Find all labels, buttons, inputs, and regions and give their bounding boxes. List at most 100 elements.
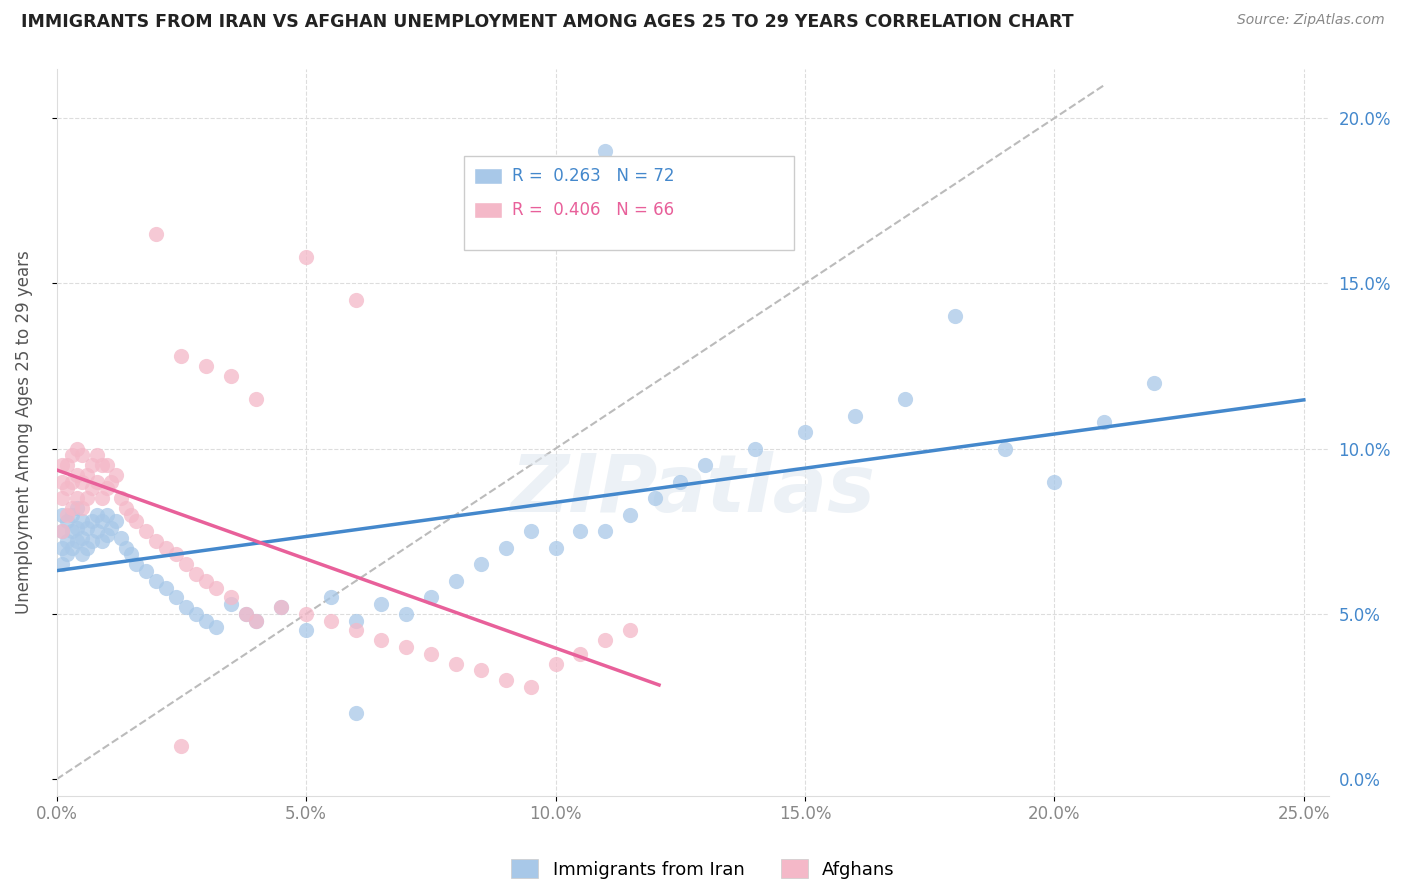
Point	[644, 491, 666, 506]
Point	[155, 541, 177, 555]
Legend: Immigrants from Iran, Afghans: Immigrants from Iran, Afghans	[512, 859, 894, 879]
Point	[55, 548, 77, 562]
Point	[205, 581, 228, 595]
Point	[51, 524, 73, 539]
Point	[110, 531, 132, 545]
Point	[55, 508, 77, 522]
Point	[96, 527, 118, 541]
Point	[205, 620, 228, 634]
Point	[100, 475, 122, 489]
Point	[76, 541, 98, 555]
Point	[145, 574, 167, 588]
Point	[495, 673, 517, 687]
Point	[595, 524, 617, 539]
Point	[245, 614, 267, 628]
Point	[186, 567, 208, 582]
Point	[219, 597, 242, 611]
Point	[794, 425, 817, 439]
Text: Source: ZipAtlas.com: Source: ZipAtlas.com	[1237, 13, 1385, 28]
Point	[235, 607, 257, 621]
Point	[76, 521, 98, 535]
Point	[595, 633, 617, 648]
Point	[1143, 376, 1166, 390]
Point	[319, 614, 342, 628]
Point	[295, 250, 318, 264]
Point	[65, 491, 87, 506]
Point	[219, 368, 242, 383]
Point	[419, 591, 441, 605]
Point	[744, 442, 766, 456]
Point	[245, 392, 267, 406]
Y-axis label: Unemployment Among Ages 25 to 29 years: Unemployment Among Ages 25 to 29 years	[15, 251, 32, 614]
Point	[115, 501, 138, 516]
Point	[544, 541, 567, 555]
Point	[695, 458, 717, 473]
Point	[943, 310, 966, 324]
Point	[125, 558, 148, 572]
Point	[70, 475, 93, 489]
Point	[60, 541, 83, 555]
Point	[569, 524, 592, 539]
Point	[295, 607, 318, 621]
Point	[65, 468, 87, 483]
Point	[544, 657, 567, 671]
Point	[844, 409, 866, 423]
Text: ZIPatlas: ZIPatlas	[510, 451, 875, 529]
Point	[344, 706, 367, 720]
Point	[55, 515, 77, 529]
Point	[135, 564, 157, 578]
Point	[55, 481, 77, 495]
Point	[495, 541, 517, 555]
Point	[100, 521, 122, 535]
Point	[96, 481, 118, 495]
Point	[70, 515, 93, 529]
Point	[80, 481, 103, 495]
Point	[519, 524, 541, 539]
Point	[90, 491, 112, 506]
Point	[195, 574, 218, 588]
Point	[96, 508, 118, 522]
Point	[65, 501, 87, 516]
Point	[60, 448, 83, 462]
Point	[145, 534, 167, 549]
Point	[170, 349, 193, 363]
Point	[993, 442, 1015, 456]
Point	[96, 458, 118, 473]
Point	[105, 468, 128, 483]
Point	[145, 227, 167, 241]
Point	[65, 521, 87, 535]
Point	[595, 144, 617, 158]
Text: R =  0.406   N = 66: R = 0.406 N = 66	[512, 202, 673, 219]
Text: IMMIGRANTS FROM IRAN VS AFGHAN UNEMPLOYMENT AMONG AGES 25 TO 29 YEARS CORRELATIO: IMMIGRANTS FROM IRAN VS AFGHAN UNEMPLOYM…	[21, 13, 1074, 31]
Point	[51, 541, 73, 555]
Point	[55, 534, 77, 549]
Point	[569, 647, 592, 661]
Point	[370, 597, 392, 611]
Point	[186, 607, 208, 621]
Point	[669, 475, 692, 489]
Point	[165, 548, 187, 562]
Point	[86, 475, 108, 489]
Point	[219, 591, 242, 605]
Point	[115, 541, 138, 555]
Point	[419, 647, 441, 661]
Point	[51, 508, 73, 522]
Point	[619, 508, 641, 522]
Point	[444, 657, 467, 671]
Point	[270, 600, 292, 615]
Point	[120, 508, 142, 522]
FancyBboxPatch shape	[464, 156, 794, 251]
Point	[51, 475, 73, 489]
Point	[60, 508, 83, 522]
Point	[155, 581, 177, 595]
Point	[176, 558, 198, 572]
Point	[80, 534, 103, 549]
Point	[125, 515, 148, 529]
Point	[270, 600, 292, 615]
Point	[619, 624, 641, 638]
Point	[70, 501, 93, 516]
Point	[135, 524, 157, 539]
Point	[344, 614, 367, 628]
Point	[51, 458, 73, 473]
Point	[195, 614, 218, 628]
